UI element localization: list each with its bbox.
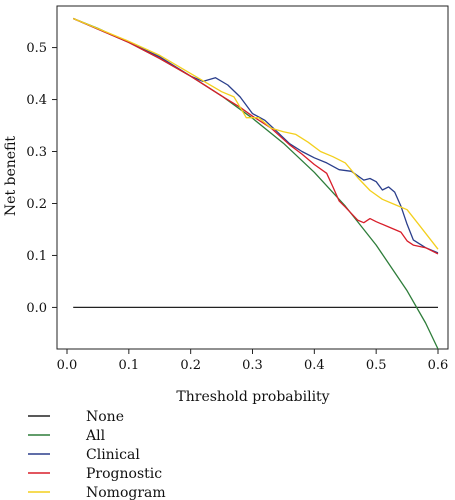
legend-label-all: All	[85, 428, 106, 444]
y-tick-label: 0.4	[26, 93, 47, 108]
y-tick-label: 0.0	[26, 301, 47, 316]
x-tick-label: 0.3	[242, 358, 263, 373]
legend: None All Clinical Prognostic Nomogram	[28, 409, 166, 500]
x-axis-title: Threshold probability	[176, 389, 329, 405]
series-line-clinical	[72, 17, 439, 254]
x-tick-label: 0.4	[304, 358, 325, 373]
y-tick-label: 0.5	[26, 41, 47, 56]
series-line-nomogram	[72, 17, 439, 250]
x-tick-label: 0.5	[366, 358, 387, 373]
x-tick-label: 0.6	[428, 358, 449, 373]
x-axis: 0.0 0.1 0.2 0.3 0.4 0.5 0.6	[57, 349, 449, 373]
x-tick-label: 0.2	[180, 358, 201, 373]
legend-label-clinical: Clinical	[86, 447, 140, 463]
y-tick-label: 0.2	[26, 197, 47, 212]
y-tick-label: 0.3	[26, 145, 47, 160]
series-line-prognostic	[72, 17, 439, 255]
x-tick-label: 0.0	[57, 358, 78, 373]
legend-label-prognostic: Prognostic	[86, 466, 162, 482]
legend-label-none: None	[86, 409, 124, 425]
y-axis: 0.0 0.1 0.2 0.3 0.4 0.5	[26, 41, 57, 316]
y-axis-title: Net benefit	[3, 136, 19, 216]
legend-label-nomogram: Nomogram	[86, 485, 166, 500]
series-layer	[72, 17, 439, 350]
series-line-all	[72, 17, 439, 350]
y-tick-label: 0.1	[26, 249, 47, 264]
x-tick-label: 0.1	[118, 358, 139, 373]
plot-frame	[56, 5, 449, 350]
